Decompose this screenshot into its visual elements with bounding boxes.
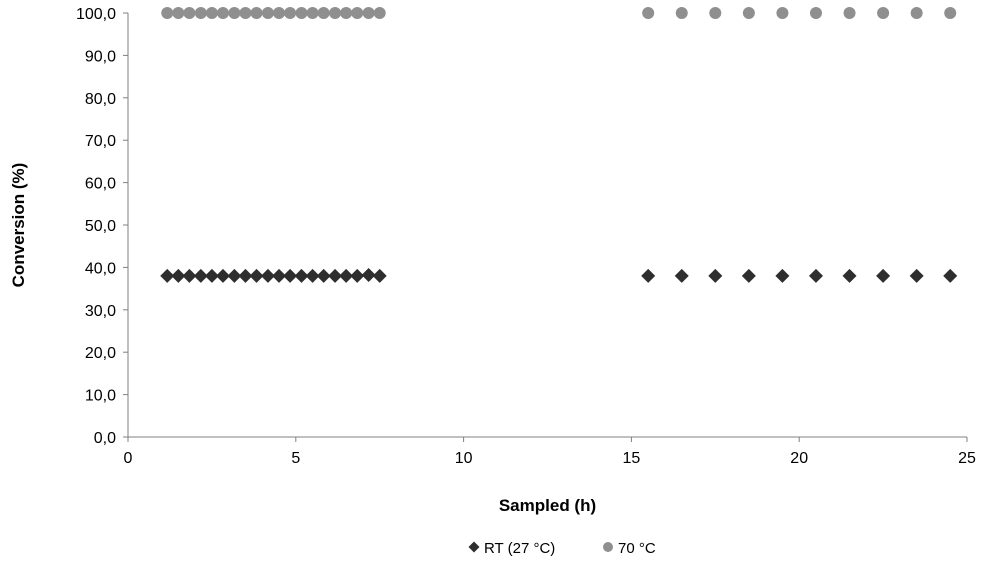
- data-point-circle: [340, 7, 353, 19]
- x-tick-label: 0: [124, 450, 133, 467]
- data-point-circle: [910, 7, 923, 19]
- data-point-diamond: [943, 268, 958, 283]
- data-point-circle: [228, 7, 241, 19]
- x-tick-label: 25: [958, 450, 976, 467]
- series-layer: [160, 7, 958, 283]
- y-tick-label: 70,0: [85, 133, 116, 150]
- data-point-circle: [273, 7, 286, 19]
- y-tick-label: 40,0: [85, 260, 116, 277]
- data-point-diamond: [641, 268, 656, 283]
- legend: RT (27 °C) 70 °C: [468, 540, 656, 557]
- data-point-diamond: [193, 268, 208, 283]
- y-tick-label: 0,0: [94, 430, 116, 447]
- data-point-diamond: [272, 268, 287, 283]
- data-point-diamond: [372, 268, 387, 283]
- data-point-circle: [306, 7, 319, 19]
- data-point-diamond: [215, 268, 230, 283]
- data-point-circle: [183, 7, 196, 19]
- data-point-circle: [709, 7, 722, 19]
- x-tick-label: 5: [291, 450, 300, 467]
- y-tick-label: 10,0: [85, 388, 116, 405]
- x-tick-label: 10: [455, 450, 473, 467]
- legend-label: RT (27 °C): [484, 540, 555, 557]
- series-hot: [161, 7, 957, 19]
- data-point-diamond: [328, 268, 343, 283]
- y-tick-label: 20,0: [85, 345, 116, 362]
- data-point-circle: [172, 7, 185, 19]
- data-point-diamond: [305, 268, 320, 283]
- data-point-circle: [161, 7, 174, 19]
- data-point-diamond: [238, 268, 253, 283]
- data-point-circle: [843, 7, 856, 19]
- data-point-diamond: [160, 268, 175, 283]
- data-point-circle: [317, 7, 330, 19]
- y-tick-label: 80,0: [85, 91, 116, 108]
- data-point-diamond: [361, 268, 376, 283]
- data-point-diamond: [350, 268, 365, 283]
- y-axis-ticks: 0,0 10,0 20,0 30,0 40,0 50,0 60,0 70,0 80,0 90,0 1…: [76, 6, 128, 447]
- x-tick-label: 15: [623, 450, 641, 467]
- data-point-circle: [776, 7, 789, 19]
- data-point-circle: [284, 7, 297, 19]
- data-point-circle: [329, 7, 342, 19]
- x-axis-title: Sampled (h): [499, 496, 596, 515]
- legend-label: 70 °C: [618, 540, 656, 557]
- data-point-circle: [642, 7, 655, 19]
- data-point-circle: [194, 7, 207, 19]
- y-tick-label: 100,0: [76, 6, 116, 23]
- data-point-diamond: [316, 268, 331, 283]
- data-point-circle: [250, 7, 263, 19]
- data-point-diamond: [283, 268, 298, 283]
- x-tick-label: 20: [790, 450, 808, 467]
- data-point-diamond: [171, 268, 186, 283]
- data-point-circle: [295, 7, 308, 19]
- y-tick-label: 60,0: [85, 176, 116, 193]
- series-rt: [160, 268, 958, 283]
- data-point-circle: [351, 7, 364, 19]
- y-tick-label: 50,0: [85, 218, 116, 235]
- data-point-diamond: [294, 268, 309, 283]
- data-point-diamond: [249, 268, 264, 283]
- data-point-circle: [742, 7, 755, 19]
- y-tick-label: 90,0: [85, 48, 116, 65]
- data-point-circle: [603, 542, 613, 552]
- data-point-diamond: [339, 268, 354, 283]
- data-point-diamond: [909, 268, 924, 283]
- data-point-diamond: [182, 268, 197, 283]
- data-point-diamond: [674, 268, 689, 283]
- x-axis-ticks: 0 5 10 15 20 25: [124, 437, 976, 467]
- data-point-diamond: [204, 268, 219, 283]
- data-point-diamond: [468, 541, 480, 553]
- data-point-diamond: [260, 268, 275, 283]
- data-point-diamond: [775, 268, 790, 283]
- data-point-circle: [877, 7, 890, 19]
- data-point-circle: [216, 7, 229, 19]
- data-point-circle: [675, 7, 688, 19]
- data-point-diamond: [876, 268, 891, 283]
- data-point-circle: [362, 7, 375, 19]
- data-point-diamond: [227, 268, 242, 283]
- data-point-circle: [944, 7, 957, 19]
- data-point-circle: [261, 7, 274, 19]
- data-point-diamond: [708, 268, 723, 283]
- data-point-diamond: [741, 268, 756, 283]
- data-point-circle: [373, 7, 386, 19]
- data-point-circle: [809, 7, 822, 19]
- y-tick-label: 30,0: [85, 303, 116, 320]
- data-point-diamond: [808, 268, 823, 283]
- y-axis-title: Conversion (%): [9, 163, 28, 288]
- data-point-circle: [205, 7, 218, 19]
- data-point-diamond: [842, 268, 857, 283]
- data-point-circle: [239, 7, 252, 19]
